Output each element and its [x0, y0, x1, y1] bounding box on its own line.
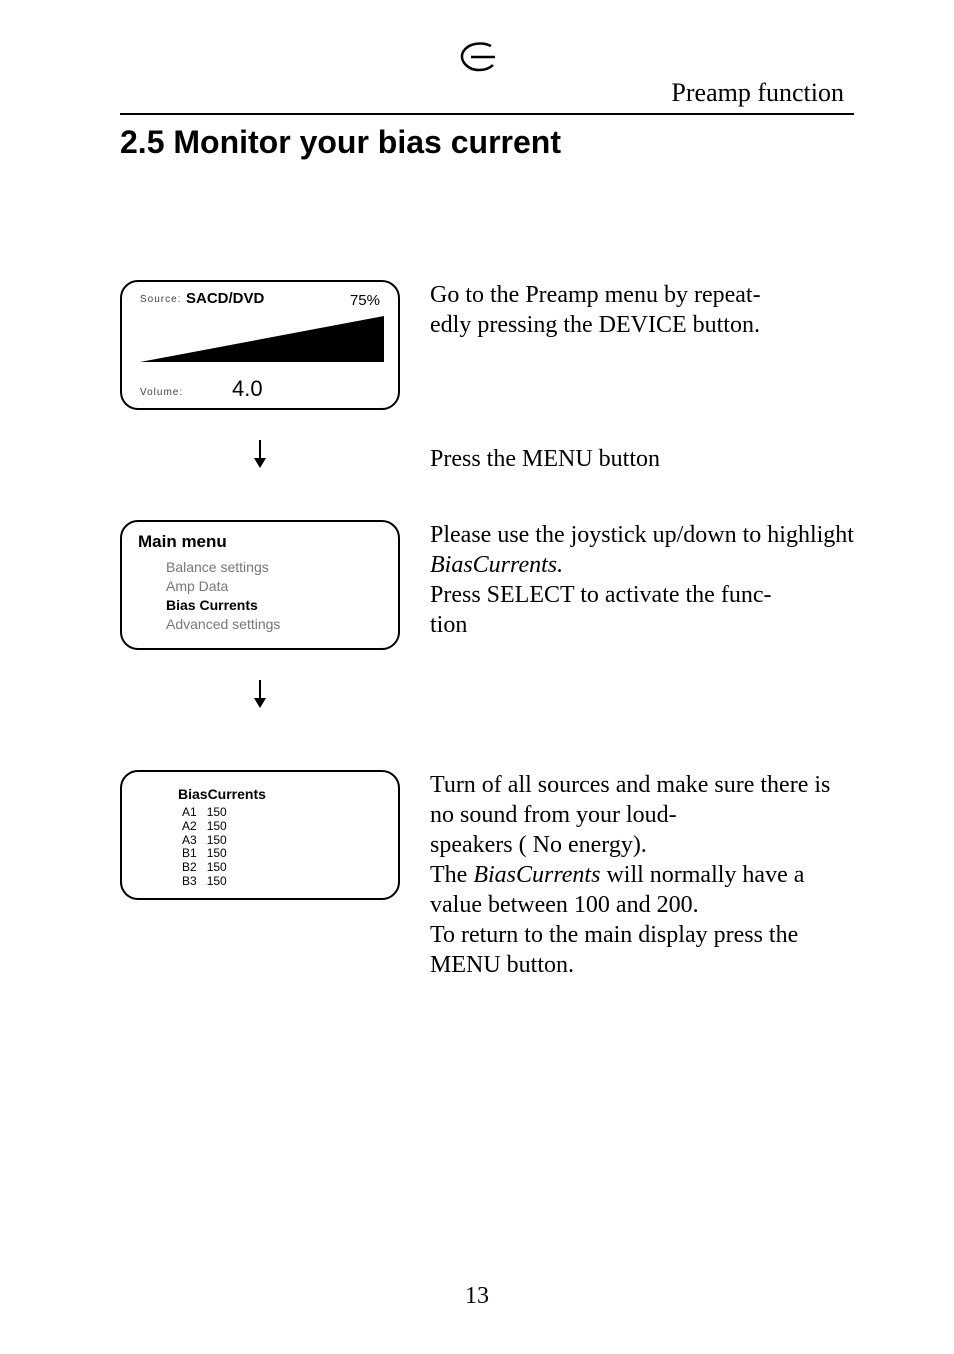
source-label: Source:: [140, 294, 181, 305]
main-menu-title: Main menu: [138, 532, 382, 552]
step4-text: Turn of all sources and make sure there …: [430, 770, 854, 980]
step1-text: Go to the Preamp menu by repeat- edly pr…: [430, 280, 854, 340]
header-rule: [120, 113, 854, 115]
menu-item-bias-currents: Bias Currents: [166, 596, 382, 615]
screen-bias-currents: BiasCurrents A1 150 A2 150 A3 150 B1 150…: [120, 770, 400, 900]
arrow-down-icon: [120, 440, 400, 468]
step3-text: Please use the joystick up/down to highl…: [430, 520, 854, 640]
bias-row-b1: B1 150: [182, 847, 382, 861]
menu-item-advanced: Advanced settings: [166, 615, 382, 634]
step3-text-a: Please use the joystick up/down to highl…: [430, 522, 854, 548]
bias-row-a1: A1 150: [182, 806, 382, 820]
page-header-caption: Preamp function: [671, 78, 844, 108]
bias-row-a2: A2 150: [182, 820, 382, 834]
bias-row-b3: B3 150: [182, 875, 382, 889]
page-number: 13: [465, 1283, 489, 1310]
step4-p2: The BiasCurrents will normally have a va…: [430, 860, 854, 920]
step4-p3: To return to the main display press the …: [430, 920, 854, 980]
logo-icon: [455, 40, 499, 79]
step2-text: Press the MENU button: [430, 444, 854, 474]
menu-item-balance: Balance settings: [166, 558, 382, 577]
bias-row-a3: A3 150: [182, 834, 382, 848]
bias-row-b2: B2 150: [182, 861, 382, 875]
step3-text-italic: BiasCurrents.: [430, 552, 563, 578]
arrow-down-icon: [120, 680, 400, 708]
volume-triangle-icon: [140, 316, 384, 362]
step4-p1: Turn of all sources and make sure there …: [430, 770, 854, 860]
volume-percent: 75%: [350, 292, 380, 309]
screen-main-menu: Main menu Balance settings Amp Data Bias…: [120, 520, 400, 650]
section-title: 2.5 Monitor your bias current: [120, 124, 561, 161]
bias-title: BiasCurrents: [178, 786, 382, 802]
volume-value: 4.0: [232, 376, 263, 402]
menu-item-amp-data: Amp Data: [166, 577, 382, 596]
volume-label: Volume:: [140, 387, 183, 398]
source-value: SACD/DVD: [186, 290, 264, 307]
screen-preamp-display: Source: SACD/DVD 75% Volume: 4.0: [120, 280, 400, 410]
step3-text-b: Press SELECT to activate the func- tion: [430, 582, 771, 638]
